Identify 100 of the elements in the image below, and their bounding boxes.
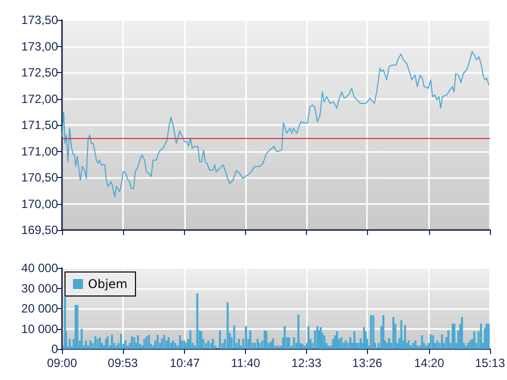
y-tick-label: 20 000 (21, 302, 58, 316)
bar (89, 340, 92, 349)
x-tick-label: 12:33 (291, 356, 322, 370)
bar (272, 338, 274, 349)
bar (85, 340, 88, 349)
x-tick-label: 14:20 (414, 356, 444, 370)
bar (320, 327, 322, 349)
bar (277, 346, 280, 349)
y-tick-label: 173,50 (21, 13, 58, 27)
bar (207, 340, 210, 349)
bar (270, 342, 272, 349)
bar (116, 346, 118, 349)
bar (218, 330, 221, 349)
bar (349, 337, 352, 349)
bar (160, 338, 163, 349)
bar (473, 331, 476, 349)
bar (183, 340, 186, 349)
bar (130, 336, 133, 349)
bar (185, 342, 188, 349)
bar (421, 335, 424, 349)
bar (327, 346, 330, 349)
bar (340, 337, 342, 349)
bar (400, 320, 402, 349)
x-tick-label: 13:26 (352, 356, 383, 370)
bar (233, 325, 236, 349)
y-tick-label: 171,00 (21, 144, 58, 158)
bar (94, 336, 96, 349)
bar (106, 336, 109, 349)
x-tick-label: 10:47 (170, 356, 200, 370)
bar (174, 342, 176, 349)
bar (388, 338, 390, 349)
bar (196, 293, 198, 349)
bar (412, 342, 414, 349)
bar (210, 342, 212, 349)
bar (110, 334, 113, 349)
bar (258, 342, 261, 349)
x-tick-label: 09:53 (108, 356, 138, 370)
bar (288, 337, 290, 349)
bar (76, 305, 78, 349)
bar (297, 314, 300, 349)
bar (146, 336, 148, 349)
y-tick-label: 170,00 (21, 196, 58, 211)
bar (467, 342, 470, 349)
bar (323, 335, 326, 349)
bar (370, 315, 372, 349)
bar (293, 337, 296, 349)
bar (254, 342, 256, 349)
x-tick-label: 09:00 (46, 356, 78, 370)
bar (392, 317, 394, 349)
bar (226, 302, 229, 349)
bar (265, 331, 268, 349)
bar (372, 315, 374, 349)
y-tick-label: 171,50 (21, 118, 58, 132)
y-tick-label: 169,50 (21, 223, 58, 237)
bar (307, 326, 310, 349)
bar (334, 335, 336, 349)
bar (249, 330, 252, 349)
y-tick-label: 173,00 (21, 39, 58, 54)
bar (264, 330, 266, 349)
bar (314, 330, 316, 349)
bar (353, 331, 356, 349)
y-tick-label: 170,50 (21, 170, 58, 184)
x-tick-label: 11:40 (231, 356, 260, 370)
bar (382, 315, 384, 349)
bar (99, 337, 101, 349)
bar (469, 340, 472, 349)
bar (344, 340, 347, 349)
bar (284, 326, 286, 349)
line-series (62, 51, 490, 198)
bar (137, 335, 140, 349)
bar (172, 340, 174, 349)
y-tick-label: 10 000 (21, 322, 58, 336)
bar (148, 334, 150, 349)
bar (256, 338, 259, 349)
x-tick-label: 15:13 (474, 356, 506, 370)
bar (460, 317, 463, 349)
bar (465, 346, 468, 349)
bar (156, 334, 159, 349)
bar (189, 330, 192, 349)
bar (336, 331, 338, 349)
bar (96, 338, 99, 349)
bar (120, 334, 122, 349)
y-tick-label: 40 000 (21, 261, 58, 275)
bar (332, 338, 334, 349)
bar (304, 346, 306, 349)
legend-label: Objem (88, 277, 128, 291)
bar (430, 334, 432, 349)
bar (488, 324, 490, 349)
bar (414, 340, 416, 349)
bar (441, 334, 444, 349)
bar (244, 326, 247, 349)
bar (168, 337, 170, 349)
bar (163, 334, 166, 349)
bar (453, 324, 456, 349)
y-tick-label: 172,50 (21, 66, 58, 80)
bar (143, 338, 146, 349)
bar (124, 340, 126, 349)
bar (80, 328, 83, 349)
bar (178, 335, 181, 349)
bar (447, 330, 450, 349)
